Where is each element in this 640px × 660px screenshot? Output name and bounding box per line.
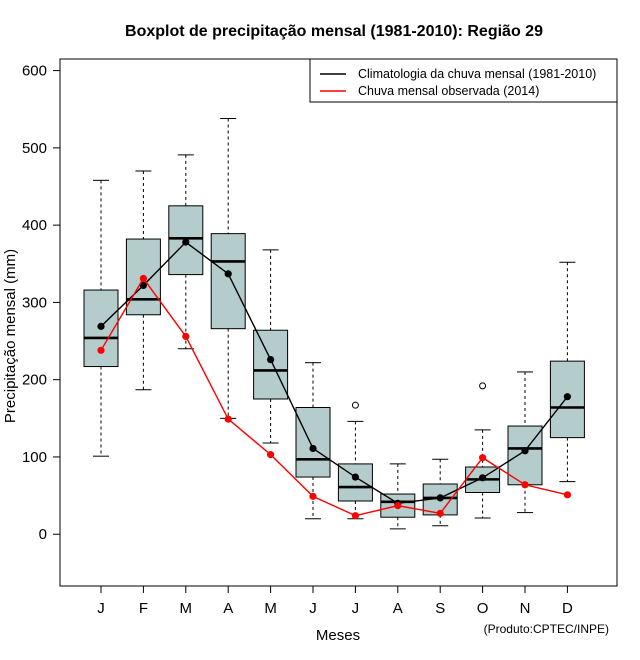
series-point-observed — [224, 415, 232, 423]
series-point-climatology — [436, 494, 444, 502]
y-tick-label: 500 — [22, 140, 47, 157]
series-point-observed — [521, 481, 529, 489]
series-point-climatology — [479, 474, 487, 482]
legend-box — [309, 58, 618, 103]
box-10 — [465, 382, 501, 519]
x-tick-label: J — [309, 600, 317, 617]
series-lines — [97, 238, 572, 520]
x-tick-label: J — [352, 600, 360, 617]
box-11 — [507, 371, 543, 514]
box-5 — [253, 249, 289, 444]
box-iqr — [210, 233, 246, 330]
y-tick-label: 200 — [22, 372, 47, 389]
series-point-climatology — [309, 444, 317, 453]
y-tick-label: 100 — [22, 449, 47, 466]
x-tick-label: J — [97, 600, 105, 617]
y-axis-label: Precipitação mensal (mm) — [2, 249, 19, 423]
chart-title: Boxplot de precipitação mensal (1981-201… — [125, 23, 543, 40]
series-line-observed — [100, 277, 568, 517]
x-tick-label: N — [520, 600, 531, 617]
box-1 — [83, 179, 119, 457]
x-tick-label: D — [562, 600, 573, 617]
series-point-observed — [97, 346, 105, 354]
series-point-climatology — [224, 270, 232, 278]
x-tick-label: S — [435, 600, 445, 617]
series-point-observed — [351, 512, 359, 520]
credit-text: (Produto:CPTEC/INPE) — [484, 622, 609, 636]
legend: Climatologia da chuva mensal (1981-2010)… — [309, 58, 618, 103]
series-point-climatology — [563, 393, 572, 401]
legend-label-observed: Chuva mensal observada (2014) — [358, 84, 539, 98]
x-tick-label: O — [477, 600, 489, 617]
box-iqr — [295, 407, 331, 478]
series-point-observed — [394, 502, 402, 510]
series-point-climatology — [97, 322, 105, 330]
y-tick-label: 400 — [22, 217, 47, 234]
series-point-observed — [182, 332, 190, 341]
x-tick-label: A — [393, 600, 403, 617]
y-tick-label: 0 — [39, 526, 47, 543]
series-point-observed — [309, 492, 317, 500]
series-point-observed — [479, 454, 487, 462]
series-line-climatology — [100, 241, 568, 505]
x-tick-label: A — [223, 600, 233, 617]
series-point-observed — [563, 491, 572, 499]
box-6 — [295, 362, 331, 520]
outlier-point — [479, 382, 487, 390]
series-point-observed — [436, 509, 444, 517]
box-7 — [337, 401, 373, 520]
series-point-climatology — [267, 355, 275, 364]
series-point-climatology — [139, 281, 147, 290]
legend-label-climatology: Climatologia da chuva mensal (1981-2010) — [358, 67, 596, 81]
series-point-climatology — [521, 447, 529, 455]
x-tick-label: M — [180, 600, 193, 617]
series-point-observed — [267, 451, 275, 459]
box-iqr — [507, 425, 543, 486]
x-axis-label: Meses — [316, 627, 360, 644]
x-tick-label: M — [264, 600, 277, 617]
y-axis: 0 100 200 300 400 500 600 — [22, 63, 60, 543]
series-point-climatology — [351, 473, 359, 481]
series-point-climatology — [182, 238, 190, 246]
y-tick-label: 300 — [22, 294, 47, 311]
box-12 — [549, 261, 585, 483]
boxes — [83, 118, 585, 530]
box-4 — [210, 118, 246, 419]
series-point-observed — [139, 274, 147, 283]
y-tick-label: 600 — [22, 63, 47, 80]
outlier-point — [351, 401, 359, 409]
box-iqr — [253, 329, 289, 400]
x-tick-label: F — [139, 600, 148, 617]
